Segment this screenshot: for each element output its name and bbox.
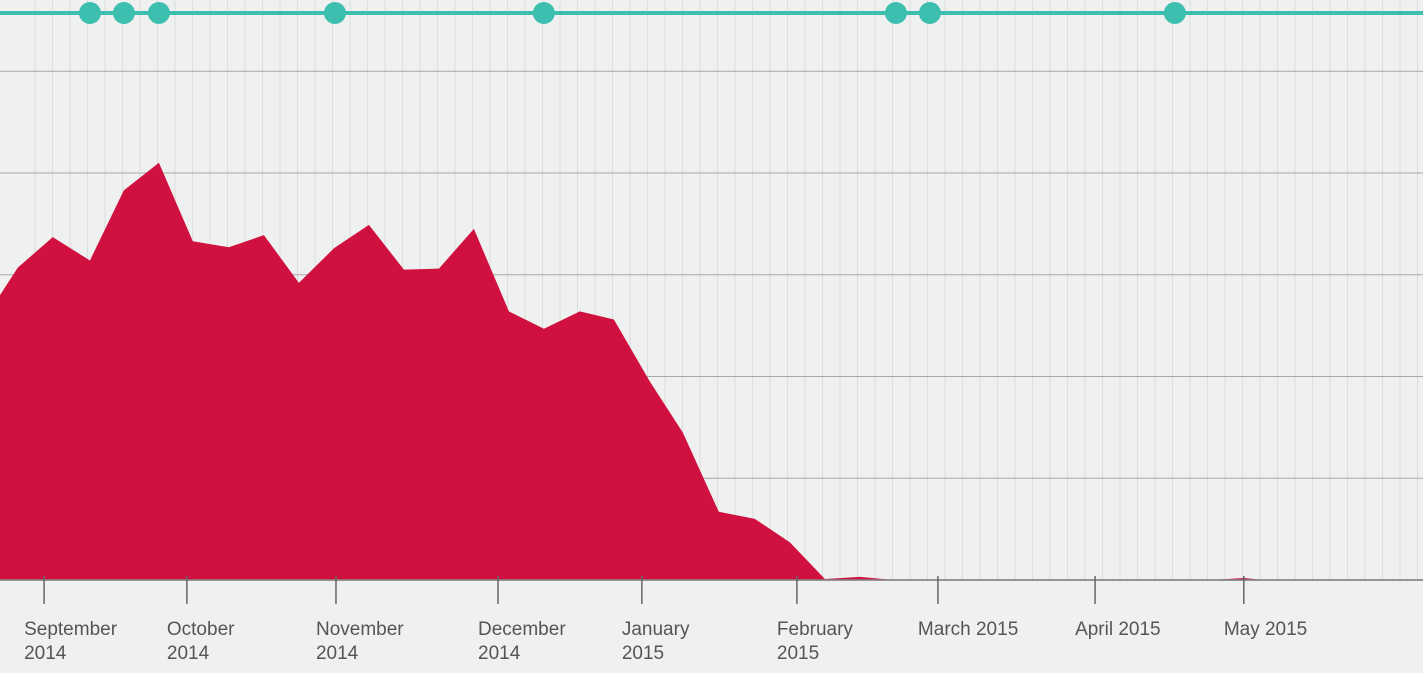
event-dot	[918, 2, 941, 24]
x-tick-label: December 2014	[478, 619, 566, 664]
event-dot	[532, 2, 555, 24]
event-dot	[147, 2, 170, 24]
x-tick-label: February 2015	[776, 619, 853, 664]
event-dot	[1163, 2, 1186, 24]
event-dot	[323, 2, 346, 24]
x-tick-label: May 2015	[1223, 619, 1308, 640]
event-dot	[884, 2, 907, 24]
x-tick-label: November 2014	[315, 619, 404, 664]
area	[0, 162, 1423, 581]
x-tick-label: March 2015	[917, 619, 1019, 640]
x-tick-label: April 2015	[1075, 619, 1161, 640]
x-tick-label: October 2014	[166, 619, 235, 664]
x-tick-label: September 2014	[24, 619, 118, 664]
event-dot	[78, 2, 101, 24]
event-dot	[112, 2, 135, 24]
x-tick-label: January 2015	[621, 619, 690, 664]
